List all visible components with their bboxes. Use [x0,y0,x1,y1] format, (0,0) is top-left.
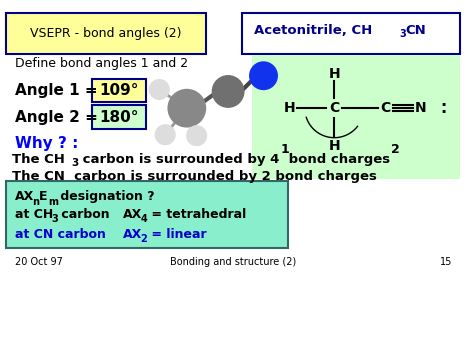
Circle shape [212,76,244,107]
Text: AX: AX [15,190,34,203]
Text: Bonding and structure (2): Bonding and structure (2) [170,257,296,267]
Circle shape [187,126,207,146]
Text: 109°: 109° [99,83,139,98]
Text: Acetonitrile, CH: Acetonitrile, CH [254,24,372,37]
Text: 15: 15 [440,257,452,267]
Text: 20 Oct 97: 20 Oct 97 [15,257,63,267]
Text: CN: CN [405,24,426,37]
Circle shape [250,62,277,89]
Text: The CN  carbon is surrounded by 2 bond charges: The CN carbon is surrounded by 2 bond ch… [12,170,377,182]
Text: 3: 3 [72,158,79,168]
Text: AX: AX [123,228,142,241]
Text: Define bond angles 1 and 2: Define bond angles 1 and 2 [15,58,188,70]
Text: Angle 1 =: Angle 1 = [15,83,103,98]
Text: 2: 2 [391,143,400,156]
Text: carbon is surrounded by 4  bond charges: carbon is surrounded by 4 bond charges [78,153,390,166]
Text: = linear: = linear [146,228,206,241]
Text: 1: 1 [281,143,290,156]
Text: Angle 2 =: Angle 2 = [15,110,103,125]
Text: VSEPR - bond angles (2): VSEPR - bond angles (2) [30,27,182,40]
Text: 3: 3 [51,214,58,224]
Text: 2: 2 [141,234,147,244]
Text: The CH: The CH [12,153,64,166]
Text: C: C [380,101,391,115]
Text: designation ?: designation ? [56,190,155,203]
Text: 3: 3 [399,29,406,39]
Text: N: N [415,101,427,115]
Text: E: E [39,190,48,203]
Text: 4: 4 [141,214,147,224]
Text: n: n [32,197,39,207]
Text: 180°: 180° [99,110,139,125]
FancyBboxPatch shape [92,79,146,102]
Text: carbon: carbon [57,208,109,221]
Text: m: m [48,197,58,207]
Circle shape [168,89,206,127]
FancyBboxPatch shape [6,181,288,248]
FancyBboxPatch shape [242,13,460,54]
Circle shape [155,125,175,144]
Circle shape [149,80,169,99]
FancyBboxPatch shape [6,13,207,54]
Text: at CN carbon: at CN carbon [15,228,106,241]
Text: AX: AX [123,208,142,221]
Text: H: H [328,67,340,81]
Text: at CH: at CH [15,208,53,221]
FancyBboxPatch shape [92,105,146,129]
Text: H: H [284,101,296,115]
Text: :: : [435,99,447,117]
Text: Why ? :: Why ? : [15,136,78,151]
Text: = tetrahedral: = tetrahedral [146,208,246,221]
Text: C: C [329,101,339,115]
FancyBboxPatch shape [252,55,460,179]
Text: H: H [328,138,340,153]
